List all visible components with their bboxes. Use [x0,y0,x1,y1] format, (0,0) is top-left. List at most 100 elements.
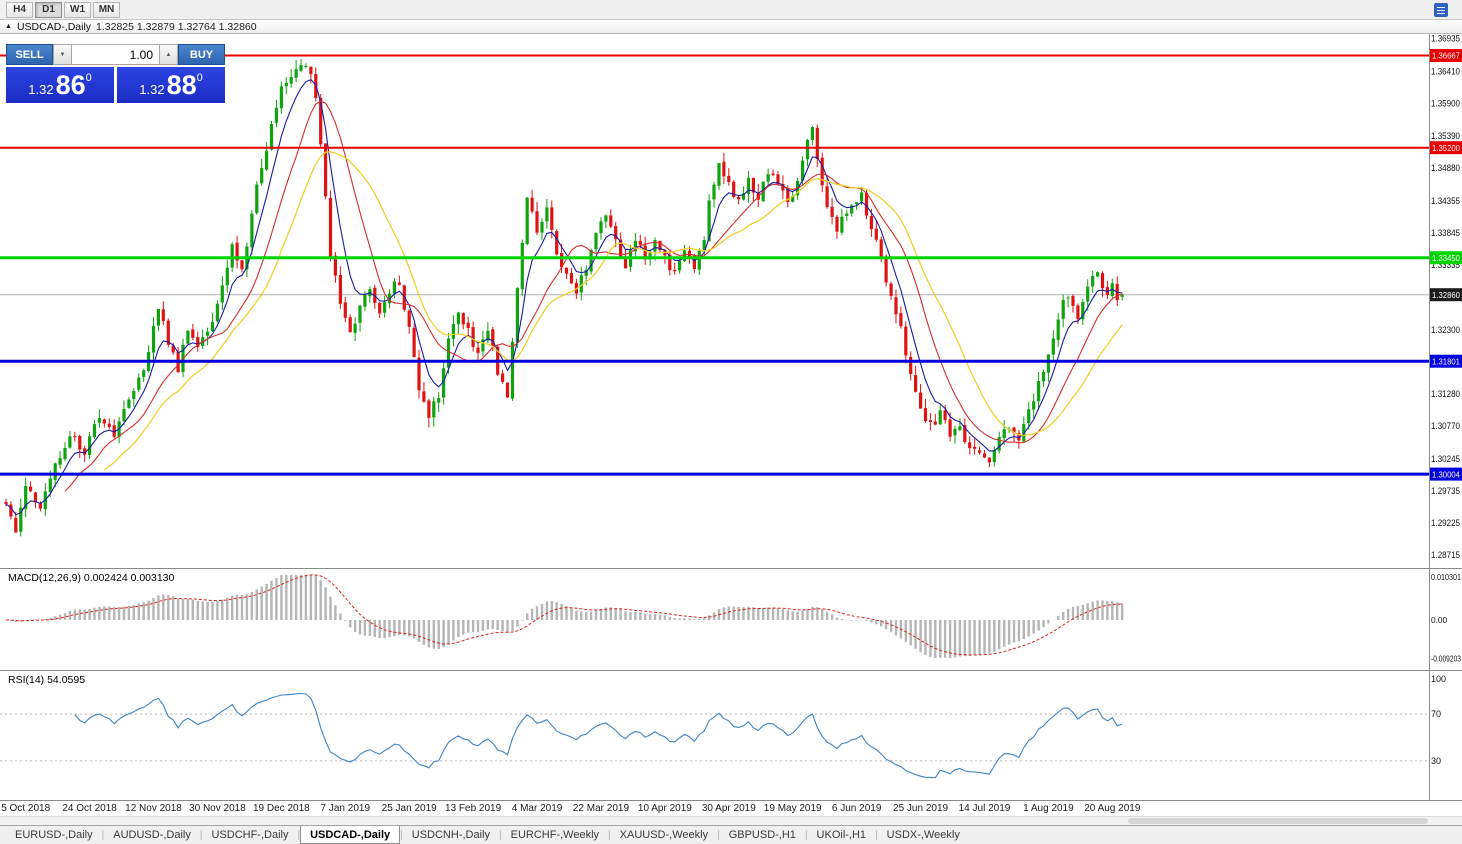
date-label: 22 Mar 2019 [572,803,630,814]
svg-text:0.00: 0.00 [1431,615,1448,625]
sell-price-display[interactable]: 1.32 86 0 [6,67,114,103]
chart-tabs-bar: EURUSD-,Daily | AUDUSD-,Daily | USDCHF-,Dail… [0,825,1462,844]
price-tag-1.30004 [1430,467,1462,481]
timeframe-w1[interactable]: W1 [64,1,91,18]
chart-ohlc-values: 1.32825 1.32879 1.32764 1.32860 [96,20,257,33]
tab-separator: | [875,829,878,841]
chart-window-icon[interactable] [1434,3,1448,17]
svg-text:1.35200: 1.35200 [1432,143,1460,153]
macd-header: MACD(12,26,9) 0.002424 0.003130 [8,572,175,584]
buy-price-sup: 0 [196,72,203,84]
price-tag-1.35200 [1430,141,1462,155]
svg-text:1.35900: 1.35900 [1431,99,1460,109]
horizontal-scrollbar[interactable] [0,816,1462,825]
svg-text:1.34880: 1.34880 [1431,163,1460,173]
tab-usdchf-daily[interactable]: USDCHF-,Daily [211,829,289,841]
svg-text:100: 100 [1431,674,1446,684]
timeframe-toolbar: H4 D1 W1 MN [0,0,1462,20]
svg-text:70: 70 [1431,709,1441,719]
macd-histogram [9,574,1124,659]
date-label: 5 Oct 2018 [1,803,51,814]
price-chart[interactable]: 1.36935 1.36410 1.35900 1.35390 1.34880 1.343… [0,34,1462,800]
macd-signal-line [5,574,1123,656]
date-label: 30 Apr 2019 [701,803,756,814]
chart-background [0,34,1462,800]
tab-separator: | [499,829,502,841]
timeframe-h4[interactable]: H4 [6,1,33,18]
price-tag-1.36667 [1430,49,1462,62]
tab-audusd-daily[interactable]: AUDUSD-,Daily [113,829,191,841]
volume-up-button[interactable]: ▲ [159,44,178,65]
svg-text:1.28715: 1.28715 [1431,550,1460,560]
tab-separator: | [101,829,105,841]
chart-caption-bar: ▲ USDCAD-,Daily 1.32825 1.32879 1.32764 … [0,20,1462,34]
svg-text:1.36935: 1.36935 [1431,34,1460,44]
tab-separator: | [608,829,611,841]
date-label: 6 Jun 2019 [831,803,882,814]
horizontal-levels-layer [0,54,1429,476]
tab-separator: | [199,829,203,841]
svg-text:1.33450: 1.33450 [1432,253,1460,263]
scrollbar-thumb[interactable] [1128,818,1428,824]
tab-usdcad-daily[interactable]: USDCAD-,Daily [300,826,401,844]
date-label: 20 Aug 2019 [1084,803,1141,814]
chart-title: USDCAD-,Daily [16,20,92,33]
date-label: 14 Jul 2019 [958,803,1011,814]
buy-price-base: 1.32 [139,81,165,97]
volume-input[interactable]: 1.00 [72,44,159,65]
date-label: 1 Aug 2019 [1023,803,1074,814]
buy-price-big: 88 [166,69,197,100]
svg-text:1.31801: 1.31801 [1432,356,1460,366]
svg-text:1.33845: 1.33845 [1431,228,1460,238]
rsi-line [74,692,1123,779]
svg-text:-0.009203: -0.009203 [1431,653,1461,663]
timeframe-d1[interactable]: D1 [35,1,62,18]
date-label: 30 Nov 2018 [189,803,246,814]
svg-text:1.32300: 1.32300 [1431,325,1460,335]
date-label: 7 Jan 2019 [320,803,371,814]
date-label: 24 Oct 2018 [62,803,117,814]
svg-text:1.30770: 1.30770 [1431,421,1460,431]
date-label: 19 May 2019 [763,803,822,814]
tab-xauusd-weekly[interactable]: XAUUSD-,Weekly [619,829,709,841]
sell-price-big: 86 [55,69,86,100]
svg-text:1.34355: 1.34355 [1431,196,1460,206]
svg-text:1.33335: 1.33335 [1431,260,1460,270]
buy-button[interactable]: BUY [178,44,225,65]
date-axis: 5 Oct 2018 24 Oct 2018 12 Nov 2018 30 Nov 2… [0,800,1462,816]
svg-text:1.36410: 1.36410 [1431,67,1460,77]
sell-button[interactable]: SELL [6,44,53,65]
tab-ukoil-h1[interactable]: UKOil-,H1 [816,829,867,841]
volume-down-button[interactable]: ▼ [53,44,72,65]
ma-line-13 [64,100,1123,492]
moving-averages-layer [5,78,1123,516]
buy-price-display[interactable]: 1.32 88 0 [117,67,225,103]
timeframe-buttons: H4 D1 W1 MN [6,1,122,18]
collapse-icon[interactable]: ▲ [5,23,12,30]
svg-text:1.36667: 1.36667 [1432,51,1460,61]
svg-text:0.010301: 0.010301 [1431,572,1461,582]
chart-window: ▲ USDCAD-,Daily 1.32825 1.32879 1.32764 … [0,20,1462,844]
date-label: 25 Jun 2019 [893,803,949,814]
one-click-trading-panel: SELL ▼ 1.00 ▲ BUY 1.32 86 0 1.32 88 0 [6,44,225,103]
tab-separator: | [400,829,403,841]
tab-eurchf-weekly[interactable]: EURCHF-,Weekly [510,829,600,841]
tab-separator: | [717,829,720,841]
tab-gbpusd-h1[interactable]: GBPUSD-,H1 [728,829,796,841]
tab-usdcnh-daily[interactable]: USDCNH-,Daily [411,829,490,841]
price-tag-1.33450 [1430,251,1462,265]
date-label: 19 Dec 2018 [252,803,310,814]
timeframe-mn[interactable]: MN [93,1,120,18]
svg-text:1.29735: 1.29735 [1431,486,1460,496]
price-axis-labels: 1.36935 1.36410 1.35900 1.35390 1.34880 1.343… [1431,34,1460,560]
tab-eurusd-daily[interactable]: EURUSD-,Daily [15,829,93,841]
rsi-header: RSI(14) 54.0595 [8,674,85,686]
date-label: 4 Mar 2019 [511,803,563,814]
price-tag-1.31801 [1430,354,1462,368]
date-label: 25 Jan 2019 [381,803,437,814]
svg-text:1.30004: 1.30004 [1432,469,1460,479]
svg-text:30: 30 [1431,756,1441,766]
tab-usdx-weekly[interactable]: USDX-,Weekly [886,829,960,841]
date-label: 12 Nov 2018 [125,803,182,814]
sell-price-sup: 0 [85,72,92,84]
